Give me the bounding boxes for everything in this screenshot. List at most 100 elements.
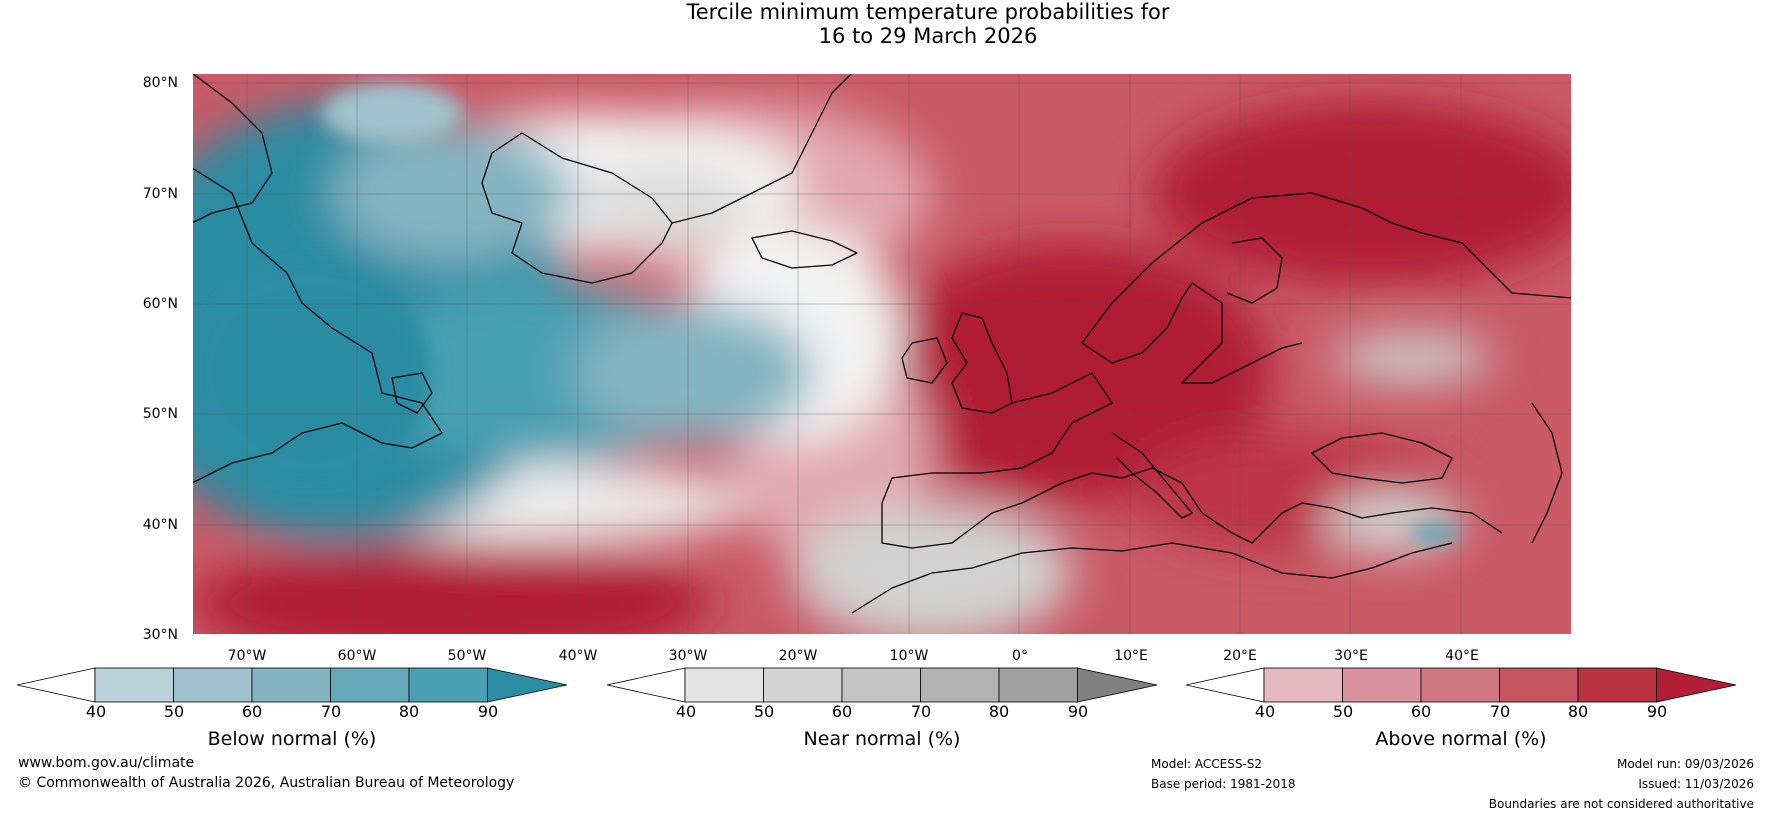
footer-model: Model: ACCESS-S2	[1151, 757, 1263, 771]
near-normal-iberia-west	[792, 503, 1072, 635]
cbar-below-bin-1	[94, 667, 174, 703]
cbar-above-bin-2	[1342, 667, 1422, 703]
lat-label-50n: 50°N	[142, 406, 178, 422]
cbar-below-tick-40: 40	[85, 702, 107, 721]
cbar-near-bin-3	[841, 667, 921, 703]
colorbar-near-normal	[607, 667, 1158, 703]
lon-label-40e: 40°E	[1445, 648, 1479, 664]
cbar-below-tick-90: 90	[477, 702, 499, 721]
near-normal-greenland	[572, 163, 752, 243]
cbar-near-tick-90: 90	[1067, 702, 1089, 721]
lon-label-20e: 20°E	[1223, 648, 1257, 664]
lon-label-50w: 50°W	[447, 648, 487, 664]
coast-mediterranean	[1021, 467, 1503, 544]
cbar-below-bin-3	[251, 667, 331, 703]
coast-baltic	[1181, 282, 1303, 384]
cbar-near-bin-5	[998, 667, 1078, 703]
lat-label-70n: 70°N	[142, 186, 178, 202]
lat-label-80n: 80°N	[142, 75, 178, 91]
cbar-above-arrow-left	[1186, 667, 1265, 703]
footer-website: www.bom.gov.au/climate	[18, 755, 195, 771]
below-normal-labrador	[192, 263, 432, 483]
probability-map	[192, 73, 1572, 635]
below-normal-baffin	[332, 123, 572, 263]
cbar-near-tick-70: 70	[910, 702, 932, 721]
cbar-above-tick-60: 60	[1410, 702, 1432, 721]
cbar-below-title: Below normal (%)	[207, 728, 377, 750]
footer-model-run: Model run: 09/03/2026	[1616, 757, 1754, 771]
lon-label-70w: 70°W	[227, 648, 267, 664]
coast-greenland	[481, 132, 673, 284]
lon-label-20w: 20°W	[778, 648, 818, 664]
map-title: Tercile minimum temperature probabilitie…	[0, 0, 1770, 48]
title-line-2: 16 to 29 March 2026	[818, 24, 1038, 48]
coast-france-iberia	[881, 372, 1113, 549]
lon-label-0: 0°	[1012, 648, 1028, 664]
footer-copyright: © Commonwealth of Australia 2026, Austra…	[18, 775, 515, 791]
cbar-below-bin-4	[330, 667, 410, 703]
cbar-above-bin-1	[1263, 667, 1343, 703]
colorbar-below-normal	[17, 667, 568, 703]
cbar-above-bin-4	[1499, 667, 1579, 703]
coast-italy	[1111, 432, 1193, 519]
lat-label-40n: 40°N	[142, 517, 178, 533]
coast-greenland-east	[671, 73, 853, 224]
cbar-above-tick-80: 80	[1567, 702, 1589, 721]
lon-label-10e: 10°E	[1114, 648, 1148, 664]
coast-ireland	[901, 337, 948, 384]
cbar-near-title: Near normal (%)	[803, 728, 961, 750]
cbar-below-bin-5	[408, 667, 488, 703]
cbar-near-tick-40: 40	[675, 702, 697, 721]
above-normal-core-arctic	[1152, 103, 1572, 283]
near-normal-russia	[1332, 333, 1492, 383]
cbar-above-tick-90: 90	[1646, 702, 1668, 721]
coast-caspian	[1531, 402, 1563, 544]
cbar-below-tick-80: 80	[398, 702, 420, 721]
coast-finland	[1226, 237, 1283, 304]
colorbar-above-normal	[1186, 667, 1737, 703]
lon-label-30e: 30°E	[1334, 648, 1368, 664]
coast-norway-south	[1081, 282, 1193, 364]
cbar-above-tick-70: 70	[1489, 702, 1511, 721]
footer-disclaimer: Boundaries are not considered authoritat…	[1488, 797, 1754, 811]
near-normal-turkey	[1322, 493, 1462, 553]
below-normal-caucasus	[1410, 523, 1460, 543]
cbar-above-title: Above normal (%)	[1375, 728, 1547, 750]
cbar-near-bin-1	[684, 667, 764, 703]
footer-base-period: Base period: 1981-2018	[1151, 777, 1296, 791]
cbar-near-arrow-right	[1077, 667, 1158, 703]
cbar-below-bin-2	[173, 667, 253, 703]
cbar-above-bin-5	[1577, 667, 1657, 703]
footer-issued: Issued: 11/03/2026	[1638, 777, 1754, 791]
coast-newfoundland	[391, 372, 433, 414]
coastlines	[192, 73, 1572, 614]
coast-north-africa	[851, 542, 1453, 614]
below-normal-east-edge	[572, 303, 812, 443]
lon-label-10w: 10°W	[889, 648, 929, 664]
lon-label-40w: 40°W	[558, 648, 598, 664]
cbar-above-tick-40: 40	[1254, 702, 1276, 721]
above-normal-core-europe	[872, 243, 1272, 503]
coast-labrador	[192, 167, 443, 484]
cbar-below-arrow-left	[17, 667, 96, 703]
lon-label-30w: 30°W	[668, 648, 708, 664]
cbar-near-bin-2	[763, 667, 843, 703]
lat-label-30n: 30°N	[142, 627, 178, 643]
coast-black-sea	[1311, 432, 1453, 484]
cbar-near-bin-4	[920, 667, 1000, 703]
map-panel	[192, 73, 1572, 635]
above-normal-core-subtropical	[192, 543, 712, 635]
below-normal-arctic-patch	[322, 83, 462, 143]
map-frame	[192, 73, 1572, 635]
coast-britain	[951, 312, 1013, 414]
cbar-near-tick-80: 80	[988, 702, 1010, 721]
lat-label-60n: 60°N	[142, 296, 178, 312]
cbar-near-tick-60: 60	[831, 702, 853, 721]
cbar-below-tick-70: 70	[320, 702, 342, 721]
lon-label-60w: 60°W	[337, 648, 377, 664]
cbar-below-tick-60: 60	[241, 702, 263, 721]
cbar-near-arrow-left	[607, 667, 686, 703]
coast-scandinavia	[1081, 192, 1572, 344]
title-line-1: Tercile minimum temperature probabilitie…	[686, 0, 1170, 24]
cbar-below-arrow-right	[487, 667, 568, 703]
